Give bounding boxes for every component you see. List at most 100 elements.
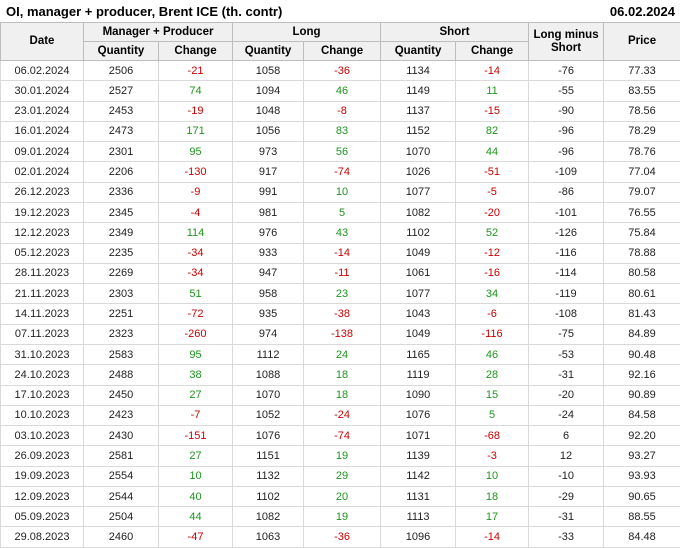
long-change-cell: 20 [303,485,382,508]
mp-change-cell: -21 [157,59,234,82]
short-quantity-cell: 1071 [380,425,457,447]
date-cell: 24.10.2023 [0,364,84,386]
column-header-short-quantity: Quantity [380,41,457,61]
short-change-cell: -5 [455,181,530,203]
long-quantity-cell: 947 [232,262,305,285]
column-header-long-quantity: Quantity [232,41,305,61]
table-row: 12.12.2023 2349 114 976 43 1102 52 -126 75.84 [0,222,680,244]
price-cell: 80.61 [603,283,680,305]
date-cell: 06.02.2024 [0,59,84,82]
long-change-cell: -8 [303,100,382,122]
table-row: 05.12.2023 2235 -34 933 -14 1049 -12 -116 78.88 [0,242,680,264]
short-quantity-cell: 1061 [380,262,457,285]
long-minus-short-cell: -86 [528,181,605,203]
short-change-cell: -14 [455,526,530,548]
long-minus-short-cell: -33 [528,526,605,548]
price-cell: 90.48 [603,343,680,366]
table-row: 31.10.2023 2583 95 1112 24 1165 46 -53 90.48 [0,343,680,366]
price-cell: 92.16 [603,364,680,386]
short-change-cell: 17 [455,506,530,528]
long-change-cell: 5 [303,201,382,224]
column-group-manager-producer: Manager + Producer [82,22,234,42]
price-cell: 83.55 [603,80,680,102]
price-cell: 80.58 [603,262,680,285]
short-quantity-cell: 1102 [380,222,457,244]
long-change-cell: 18 [303,384,382,406]
date-cell: 30.01.2024 [0,80,84,102]
long-minus-short-cell: -20 [528,384,605,406]
mp-quantity-cell: 2544 [83,485,159,508]
short-change-cell: 34 [455,283,530,305]
long-change-cell: 18 [303,364,382,386]
short-change-cell: 5 [455,404,530,427]
long-quantity-cell: 1063 [232,526,305,548]
long-minus-short-cell: -116 [528,242,605,264]
mp-quantity-cell: 2206 [83,161,159,183]
long-quantity-cell: 991 [232,181,305,203]
table-row: 29.08.2023 2460 -47 1063 -36 1096 -14 -33 84.48 [0,526,680,548]
mp-change-cell: 38 [157,364,234,386]
long-change-cell: 29 [303,465,382,487]
table-row: 19.12.2023 2345 -4 981 5 1082 -20 -101 76.55 [0,201,680,224]
table-row: 02.01.2024 2206 -130 917 -74 1026 -51 -109 77.04 [0,161,680,183]
long-quantity-cell: 1094 [232,80,305,102]
table-row: 05.09.2023 2504 44 1082 19 1113 17 -31 88.55 [0,506,680,528]
short-quantity-cell: 1096 [380,526,457,548]
price-cell: 92.20 [603,425,680,447]
short-change-cell: -6 [455,303,530,325]
date-cell: 17.10.2023 [0,384,84,406]
price-cell: 93.27 [603,445,680,467]
price-cell: 84.89 [603,323,680,345]
mp-quantity-cell: 2269 [83,262,159,285]
table-row: 06.02.2024 2506 -21 1058 -36 1134 -14 -76 77.33 [0,59,680,82]
short-change-cell: 18 [455,485,530,508]
mp-quantity-cell: 2430 [83,425,159,447]
mp-quantity-cell: 2554 [83,465,159,487]
mp-quantity-cell: 2450 [83,384,159,406]
price-cell: 75.84 [603,222,680,244]
date-cell: 26.09.2023 [0,445,84,467]
column-header-mp-change: Change [157,41,234,61]
long-change-cell: 10 [303,181,382,203]
date-cell: 10.10.2023 [0,404,84,427]
mp-quantity-cell: 2583 [83,343,159,366]
short-change-cell: 11 [455,80,530,102]
long-quantity-cell: 935 [232,303,305,325]
mp-change-cell: 114 [157,222,234,244]
long-quantity-cell: 1052 [232,404,305,427]
price-cell: 77.33 [603,59,680,82]
long-minus-short-cell: -126 [528,222,605,244]
date-cell: 31.10.2023 [0,343,84,366]
mp-quantity-cell: 2251 [83,303,159,325]
table-row: 23.01.2024 2453 -19 1048 -8 1137 -15 -90 78.56 [0,100,680,122]
short-quantity-cell: 1026 [380,161,457,183]
mp-quantity-cell: 2473 [83,120,159,143]
long-minus-short-cell: -76 [528,59,605,82]
mp-change-cell: 74 [157,80,234,102]
price-cell: 78.56 [603,100,680,122]
long-minus-short-cell: -10 [528,465,605,487]
table-row: 07.11.2023 2323 -260 974 -138 1049 -116 -75 84.8… [0,323,680,345]
table-row: 30.01.2024 2527 74 1094 46 1149 11 -55 83.55 [0,80,680,102]
date-cell: 23.01.2024 [0,100,84,122]
mp-change-cell: -47 [157,526,234,548]
date-cell: 12.12.2023 [0,222,84,244]
long-quantity-cell: 976 [232,222,305,244]
table-row: 28.11.2023 2269 -34 947 -11 1061 -16 -114 80.58 [0,262,680,285]
mp-change-cell: 44 [157,506,234,528]
mp-quantity-cell: 2506 [83,59,159,82]
long-change-cell: -11 [303,262,382,285]
short-quantity-cell: 1070 [380,141,457,163]
mp-quantity-cell: 2336 [83,181,159,203]
long-quantity-cell: 1151 [232,445,305,467]
short-quantity-cell: 1131 [380,485,457,508]
mp-quantity-cell: 2323 [83,323,159,345]
long-minus-short-cell: -24 [528,404,605,427]
mp-quantity-cell: 2345 [83,201,159,224]
mp-quantity-cell: 2303 [83,283,159,305]
short-quantity-cell: 1134 [380,59,457,82]
short-quantity-cell: 1149 [380,80,457,102]
short-quantity-cell: 1043 [380,303,457,325]
short-change-cell: -116 [455,323,530,345]
long-minus-short-cell: -90 [528,100,605,122]
